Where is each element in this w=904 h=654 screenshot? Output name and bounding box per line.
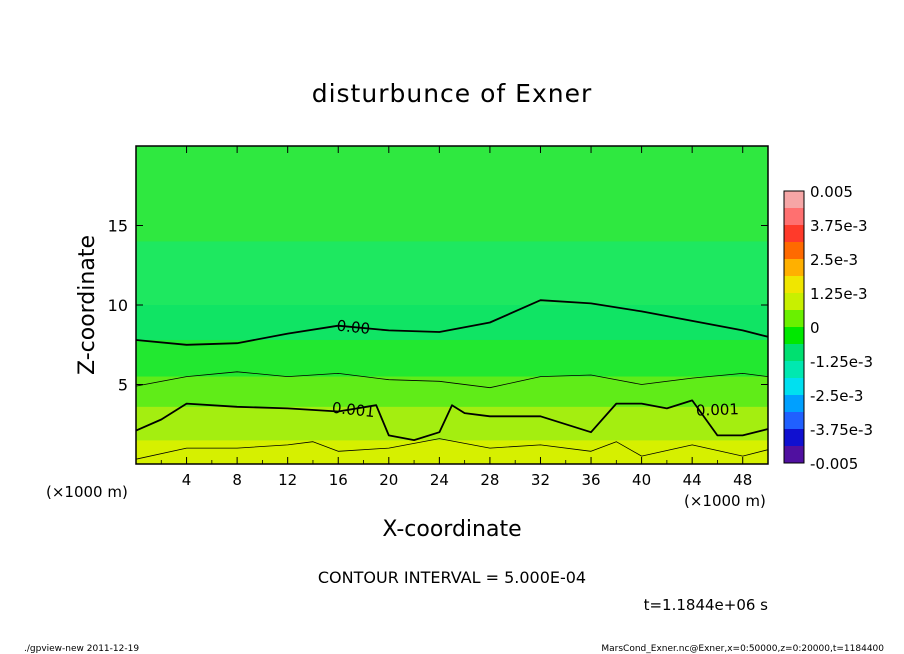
- fill-bands: [136, 146, 768, 464]
- x-tick-label: 8: [232, 471, 242, 489]
- y-axis-label: Z-coordinate: [75, 235, 100, 375]
- contour-line: [135, 438, 769, 460]
- y-axis: 5 10 15: [108, 217, 768, 395]
- x-tick-label: 12: [278, 471, 297, 489]
- contour-line: [135, 371, 769, 389]
- colorbar-swatch: [784, 327, 804, 345]
- colorbar-swatch: [784, 208, 804, 226]
- colorbar-swatch: [784, 293, 804, 311]
- colorbar-frame: [783, 190, 805, 464]
- colorbar-label: 3.75e-3: [810, 217, 868, 235]
- x-axis: 4 8 12 16 20 24 28 32 36 40 44 48: [160, 146, 752, 489]
- fill-band: [136, 305, 768, 340]
- fill-band: [136, 241, 768, 305]
- x-unit-right: (×1000 m): [684, 492, 766, 510]
- colorbar-label: 0.005: [810, 183, 853, 201]
- contour-label: 0.001: [696, 400, 740, 419]
- fill-band: [136, 339, 768, 377]
- x-tick-label: 20: [379, 471, 398, 489]
- fill-band: [136, 406, 768, 441]
- contour-lines: [135, 299, 769, 460]
- x-axis-label: X-coordinate: [382, 517, 521, 542]
- colorbar-label: -2.5e-3: [810, 387, 863, 405]
- colorbar: [784, 191, 804, 464]
- x-tick-label: 28: [480, 471, 499, 489]
- contour-labels: 0.00 0.001 0.001: [331, 317, 740, 422]
- y-tick-label: 15: [108, 217, 128, 236]
- contour-interval: CONTOUR INTERVAL = 5.000E-04: [318, 568, 586, 587]
- colorbar-label: 1.25e-3: [810, 285, 868, 303]
- contour-line: [135, 299, 769, 346]
- colorbar-swatch: [784, 429, 804, 447]
- colorbar-swatch: [784, 310, 804, 328]
- colorbar-swatch: [784, 344, 804, 362]
- colorbar-swatch: [784, 191, 804, 209]
- x-unit-left: (×1000 m): [46, 483, 128, 501]
- colorbar-labels: 0.005 3.75e-3 2.5e-3 1.25e-3 0 -1.25e-3 -2.5e-…: [810, 183, 873, 473]
- y-tick-label: 10: [108, 296, 128, 315]
- colorbar-swatch: [784, 259, 804, 277]
- colorbar-swatch: [784, 276, 804, 294]
- colorbar-label: 2.5e-3: [810, 251, 858, 269]
- time-stamp: t=1.1844e+06 s: [644, 596, 769, 614]
- colorbar-swatch: [784, 412, 804, 430]
- colorbar-label: -3.75e-3: [810, 421, 873, 439]
- colorbar-label: 0: [810, 319, 820, 337]
- footer-left: ./gpview-new 2011-12-19: [24, 644, 139, 654]
- x-tick-label: 36: [581, 471, 600, 489]
- colorbar-swatch: [784, 395, 804, 413]
- footer-right: MarsCond_Exner.nc@Exner,x=0:50000,z=0:20…: [601, 644, 884, 654]
- x-tick-label: 4: [182, 471, 192, 489]
- colorbar-swatch: [784, 225, 804, 243]
- contour-label: 0.001: [331, 399, 376, 421]
- x-tick-label: 40: [632, 471, 651, 489]
- x-tick-label: 32: [531, 471, 550, 489]
- colorbar-swatch: [784, 446, 804, 464]
- colorbar-swatch: [784, 361, 804, 379]
- contour-line: [135, 399, 769, 441]
- fill-band: [136, 376, 768, 407]
- fill-band: [136, 440, 768, 464]
- x-tick-label: 48: [733, 471, 752, 489]
- colorbar-label: -1.25e-3: [810, 353, 873, 371]
- colorbar-swatch: [784, 378, 804, 396]
- chart-title: disturbunce of Exner: [312, 79, 593, 108]
- y-tick-label: 5: [118, 376, 128, 395]
- x-tick-label: 44: [683, 471, 702, 489]
- x-tick-label: 16: [329, 471, 348, 489]
- colorbar-label: -0.005: [810, 455, 858, 473]
- fill-band: [136, 146, 768, 242]
- plot-area: 0.00 0.001 0.001: [135, 145, 769, 465]
- x-tick-label: 24: [430, 471, 449, 489]
- contour-label: 0.00: [336, 317, 371, 338]
- colorbar-swatch: [784, 242, 804, 260]
